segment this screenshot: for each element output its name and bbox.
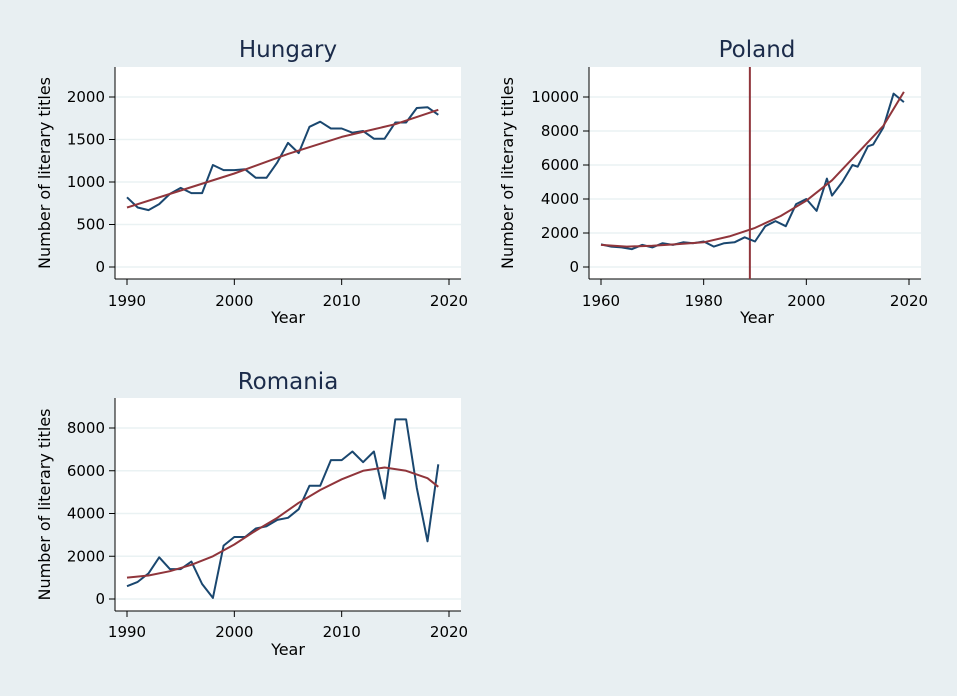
fitted-trend-line — [126, 466, 439, 579]
observed-series-line — [600, 92, 905, 251]
x-axis-label: Year — [270, 640, 305, 659]
y-axis-label: Number of literary titles — [498, 77, 517, 269]
x-tick-label: 1960 — [582, 292, 620, 310]
y-axis-label: Number of literary titles — [35, 77, 54, 269]
y-tick-label: 6000 — [67, 462, 105, 480]
x-axis-label: Year — [270, 308, 305, 327]
y-tick-label: 0 — [95, 590, 105, 608]
x-tick-label: 1990 — [108, 623, 146, 641]
chart-panel-hungary: 0 500 1000 1500 2000 1990 2000 2010 2020 Hungary Y… — [35, 37, 468, 327]
x-tick-label: 2020 — [430, 292, 468, 310]
y-tick-label: 0 — [569, 258, 579, 276]
y-tick-label: 8000 — [541, 122, 579, 140]
x-tick-label: 2000 — [787, 292, 825, 310]
chart-title: Hungary — [239, 37, 337, 63]
y-tick-label: 4000 — [541, 190, 579, 208]
plot-area — [115, 398, 461, 611]
x-tick-label: 2020 — [890, 292, 928, 310]
y-axis-label: Number of literary titles — [35, 408, 54, 600]
fitted-trend-line — [126, 108, 439, 209]
y-tick-label: 10000 — [531, 88, 579, 106]
plot-area — [589, 67, 921, 279]
x-tick-label: 2000 — [215, 623, 253, 641]
x-tick-label: 2020 — [430, 623, 468, 641]
chart-panel-romania: 0 2000 4000 6000 8000 1990 2000 2010 2020 Romania… — [35, 369, 468, 659]
x-tick-label: 1990 — [108, 292, 146, 310]
x-tick-label: 2010 — [323, 623, 361, 641]
x-tick-label: 1980 — [685, 292, 723, 310]
y-tick-label: 1000 — [67, 173, 105, 191]
chart-panel-poland: 0 2000 4000 6000 8000 10000 1960 1980 2000 2020 Po… — [498, 37, 928, 327]
y-tick-label: 6000 — [541, 156, 579, 174]
y-tick-label: 2000 — [67, 88, 105, 106]
y-tick-label: 500 — [76, 216, 105, 234]
y-tick-label: 2000 — [67, 547, 105, 565]
x-tick-label: 2000 — [215, 292, 253, 310]
chart-title: Romania — [238, 369, 339, 395]
x-tick-label: 2010 — [323, 292, 361, 310]
plot-area — [115, 67, 461, 279]
x-axis-label: Year — [739, 308, 774, 327]
y-tick-label: 4000 — [67, 505, 105, 523]
y-tick-label: 0 — [95, 258, 105, 276]
y-tick-label: 2000 — [541, 224, 579, 242]
chart-title: Poland — [719, 37, 796, 63]
observed-series-line — [126, 106, 439, 212]
y-tick-label: 1500 — [67, 131, 105, 149]
y-tick-label: 8000 — [67, 419, 105, 437]
fitted-trend-line — [600, 91, 905, 248]
